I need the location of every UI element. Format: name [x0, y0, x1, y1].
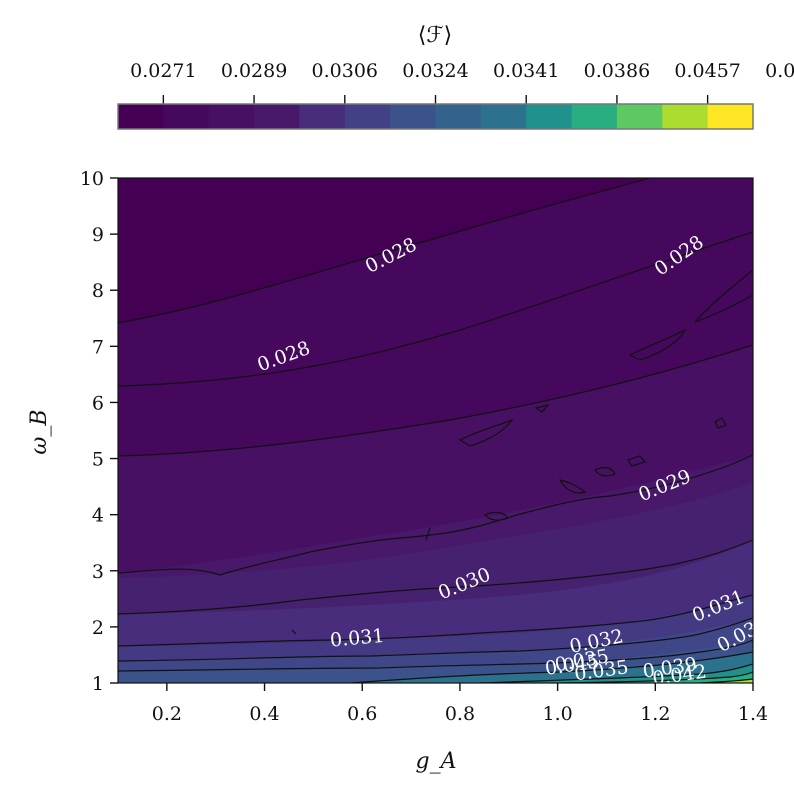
- y-axis-label: ω_B: [27, 409, 52, 454]
- colorbar-swatch: [208, 104, 255, 129]
- x-tick-label: 1.0: [543, 703, 573, 725]
- contour-line: [559, 671, 753, 683]
- band-0.0528: [700, 679, 753, 683]
- colorbar-swatch: [163, 104, 210, 129]
- colorbar-swatch: [616, 104, 663, 129]
- y-tick-label: 7: [92, 336, 104, 358]
- contour-line: [627, 455, 647, 467]
- colorbar-tick-label: 0.0289: [221, 60, 287, 82]
- colorbar-swatch: [344, 104, 391, 129]
- contour-line: [118, 639, 753, 672]
- x-tick-label: 0.8: [445, 703, 475, 725]
- colorbar-swatch: [118, 104, 164, 129]
- colorbar-tick-label: 0.0341: [493, 60, 559, 82]
- colorbar-swatch: [435, 104, 482, 129]
- contour-line: [479, 663, 753, 683]
- y-tick-label: 3: [92, 561, 104, 583]
- x-tick-label: 1.4: [738, 703, 768, 725]
- colorbar: ⟨ℱ⟩ 0.0271 0.0289 0.0306 0.0324 0.0341 0.0386…: [117, 23, 794, 130]
- colorbar-label: ⟨ℱ⟩: [418, 23, 452, 48]
- x-axis: 0.2 0.4 0.6 0.8 1.0 1.2 1.4: [152, 683, 768, 725]
- colorbar-swatch: [254, 104, 301, 129]
- x-tick-label: 1.2: [640, 703, 670, 725]
- contour-line: [291, 629, 297, 635]
- colorbar-swatch: [390, 104, 437, 129]
- y-tick-label: 2: [92, 617, 104, 639]
- contour-line: [118, 344, 753, 457]
- contour-line: [118, 539, 753, 615]
- contour-line: [118, 231, 753, 387]
- band-0.0386: [350, 652, 753, 683]
- contour-line: [349, 651, 753, 683]
- y-axis-label-text: ω_B: [27, 409, 52, 454]
- contour-line: [118, 594, 753, 647]
- band-0.0500: [560, 672, 753, 683]
- contour-line: [118, 454, 753, 576]
- y-tick-label: 10: [80, 168, 104, 190]
- y-tick-label: 6: [92, 392, 104, 414]
- contour-line: [594, 466, 616, 477]
- y-tick-label: 1: [92, 673, 104, 695]
- plot-frame: [117, 177, 754, 684]
- colorbar-frame: [117, 103, 754, 130]
- colorbar-swatch: [299, 104, 346, 129]
- contour-line: [534, 403, 550, 413]
- y-axis: 1 2 3 4 5 6 7 8 9 10: [80, 168, 118, 695]
- plot-area: 0.028 0.0280.0280.0290.0300.0310.0310.032…: [117, 177, 754, 690]
- contour-label: 0.042: [651, 661, 708, 690]
- y-tick-label: 9: [92, 224, 104, 246]
- colorbar-swatches: [118, 104, 754, 129]
- y-tick-label: 8: [92, 280, 104, 302]
- colorbar-swatch: [662, 104, 709, 129]
- contour-line: [628, 328, 687, 361]
- band-0.0457: [480, 664, 753, 683]
- colorbar-tick-label: 0.0386: [584, 60, 650, 82]
- colorbar-tick-label: 0.0271: [130, 60, 196, 82]
- contour-line: [714, 417, 727, 429]
- contour-line: [694, 269, 753, 323]
- contour-line: [458, 418, 514, 447]
- colorbar-swatch: [526, 104, 573, 129]
- x-axis-label: g_A: [416, 749, 457, 774]
- colorbar-tick-label: 0.0306: [312, 60, 378, 82]
- colorbar-swatch: [707, 104, 754, 129]
- x-axis-label-text: g_A: [416, 749, 457, 774]
- y-tick-label: 5: [92, 449, 104, 471]
- x-tick-label: 0.4: [249, 703, 279, 725]
- contour-line: [425, 527, 431, 541]
- contour-bands: [118, 178, 753, 683]
- contour-label: 0.031: [329, 625, 385, 652]
- colorbar-tick-label: 0.0324: [402, 60, 468, 82]
- y-tick-label: 4: [92, 505, 104, 527]
- contour-lines: [118, 178, 753, 683]
- contour-line: [558, 479, 587, 494]
- colorbar-swatch: [571, 104, 618, 129]
- colorbar-tick-label: 0.0528: [765, 60, 794, 82]
- colorbar-tick-labels: 0.0271 0.0289 0.0306 0.0324 0.0341 0.0386 0.04…: [130, 60, 794, 104]
- x-tick-label: 0.6: [347, 703, 377, 725]
- contour-line: [118, 617, 753, 662]
- colorbar-swatch: [480, 104, 527, 129]
- colorbar-tick-label: 0.0457: [674, 60, 740, 82]
- contour-line: [118, 178, 651, 324]
- x-tick-label: 0.2: [152, 703, 182, 725]
